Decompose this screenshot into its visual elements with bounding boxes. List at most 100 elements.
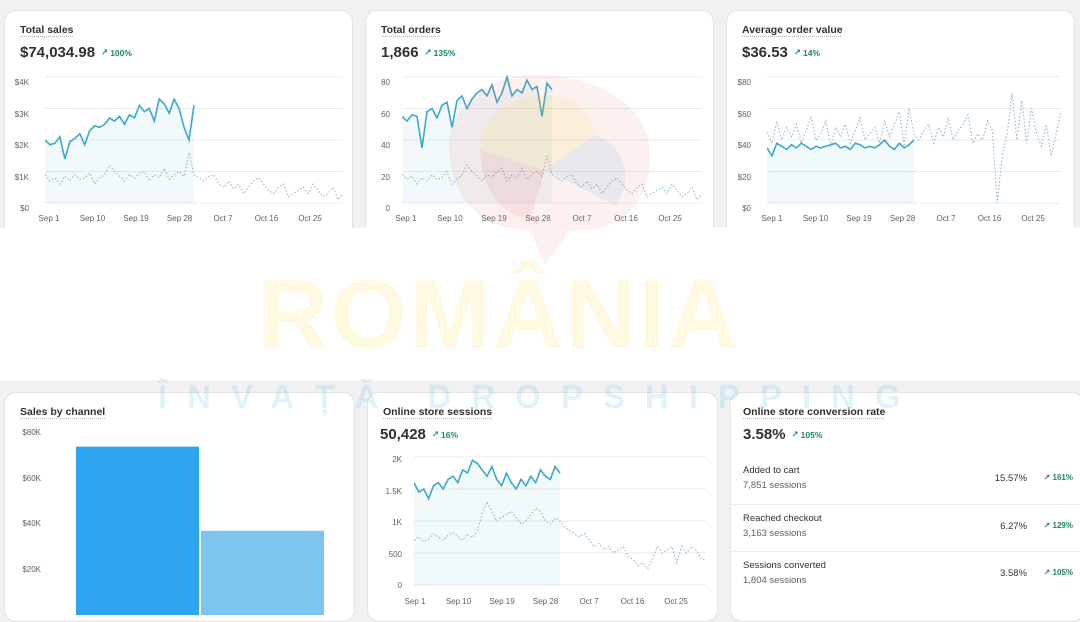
- x-tick-label: Oct 16: [614, 214, 638, 223]
- x-tick-label: Sep 19: [123, 214, 149, 223]
- y-tick-label: 0: [397, 581, 402, 590]
- y-tick-label: $80K: [22, 428, 41, 437]
- current-period-line: [767, 138, 915, 158]
- series-area: [414, 460, 560, 585]
- y-tick-label: $40: [737, 141, 751, 150]
- average-order-value-card[interactable]: Average order value $36.53 ↗ 14% $80 $60 $4…: [726, 10, 1075, 240]
- card-title[interactable]: Online store conversion rate: [743, 406, 886, 418]
- x-tick-label: Oct 7: [213, 214, 233, 223]
- x-tick-label: Oct 16: [254, 214, 279, 223]
- trend-percent: 14%: [803, 47, 821, 58]
- funnel-sessions: 1,804 sessions: [743, 575, 807, 586]
- card-title[interactable]: Total sales: [20, 24, 74, 36]
- x-tick-label: Oct 25: [658, 214, 682, 223]
- trend-up-arrow-icon: ↗: [793, 47, 802, 57]
- previous-period-line: [767, 92, 1061, 204]
- x-tick-label: Sep 28: [889, 214, 916, 223]
- metric-value: 1,866: [381, 44, 419, 61]
- trend-badge: ↗ 135%: [425, 47, 456, 58]
- x-tick-label: Sep 28: [525, 214, 551, 223]
- sales-by-channel-chart[interactable]: [51, 433, 351, 615]
- x-tick-label: Oct 25: [1021, 214, 1045, 223]
- metric-value: 50,428: [380, 426, 426, 443]
- y-tick-label: $60: [737, 109, 751, 119]
- x-tick-label: Sep 1: [404, 597, 426, 606]
- metric-row: $74,034.98 ↗ 100%: [20, 44, 132, 61]
- y-tick-label: 500: [388, 549, 402, 559]
- y-tick-label: 60: [381, 109, 390, 119]
- metric-value: $36.53: [742, 44, 788, 61]
- average-order-value-chart[interactable]: [767, 73, 1061, 207]
- current-period-line: [414, 458, 561, 501]
- x-tick-label: Sep 1: [38, 214, 60, 223]
- trend-up-arrow-icon: ↗: [791, 429, 799, 439]
- metric-row: $36.53 ↗ 14%: [742, 44, 820, 61]
- y-tick-label: 20: [381, 172, 390, 182]
- trend-badge: ↗ 16%: [432, 429, 458, 440]
- current-period-line: [45, 97, 195, 160]
- previous-period-line: [402, 155, 702, 201]
- funnel-trend: ↗ 129%: [1044, 521, 1073, 530]
- trend-badge: ↗ 105%: [792, 429, 823, 440]
- metric-row: 1,866 ↗ 135%: [381, 44, 455, 61]
- funnel-sessions: 3,163 sessions: [743, 528, 807, 539]
- x-tick-label: Sep 10: [445, 597, 472, 606]
- metric-row: 50,428 ↗ 16%: [380, 426, 458, 443]
- trend-up-arrow-icon: ↗: [424, 47, 432, 57]
- y-tick-label: $20: [737, 172, 751, 182]
- funnel-row-reached-checkout: Reached checkout 3,163 sessions 6.27% ↗ …: [731, 504, 1080, 552]
- trend-up-arrow-icon: ↗: [1043, 568, 1053, 577]
- x-tick-label: Sep 1: [395, 214, 417, 223]
- trend-up-arrow-icon: ↗: [431, 429, 440, 439]
- current-period-line: [402, 74, 553, 149]
- x-tick-label: Sep 28: [532, 597, 559, 606]
- x-tick-label: Sep 28: [166, 214, 193, 223]
- total-orders-card[interactable]: Total orders 1,866 ↗ 135% 80 60 40 20 0 Sep 1 S…: [365, 10, 714, 240]
- x-tick-label: Sep 10: [79, 214, 106, 223]
- y-tick-label: 1K: [392, 518, 402, 527]
- metric-value: $74,034.98: [20, 44, 96, 61]
- x-tick-label: Sep 19: [481, 214, 507, 223]
- series-area: [402, 77, 552, 203]
- card-title[interactable]: Sales by channel: [20, 406, 106, 418]
- funnel-trend-value: 161%: [1052, 473, 1073, 482]
- funnel-trend-value: 105%: [1052, 568, 1073, 577]
- y-tick-label: $3K: [14, 109, 29, 119]
- y-tick-label: $80: [737, 78, 751, 87]
- series-area: [45, 99, 194, 203]
- x-tick-label: Oct 16: [620, 597, 645, 606]
- funnel-row-added-to-cart: Added to cart 7,851 sessions 15.57% ↗ 16…: [731, 457, 1080, 504]
- total-sales-chart[interactable]: [45, 73, 343, 207]
- x-tick-label: Sep 1: [761, 214, 783, 223]
- funnel-label: Sessions converted: [743, 560, 826, 571]
- sales-by-channel-card[interactable]: Sales by channel $80K $60K $40K $20K: [4, 392, 355, 622]
- channel-bar-2: [201, 530, 324, 615]
- card-title[interactable]: Total orders: [381, 24, 441, 36]
- total-sales-card[interactable]: Total sales $74,034.98 ↗ 100% $4K $3K $2K $1…: [4, 10, 353, 240]
- series-area: [767, 140, 914, 203]
- y-tick-label: $60K: [22, 473, 41, 483]
- y-tick-label: 0: [385, 204, 390, 213]
- funnel-label: Added to cart: [743, 465, 800, 476]
- card-title[interactable]: Online store sessions: [383, 406, 493, 418]
- online-store-sessions-card[interactable]: Online store sessions 50,428 ↗ 16% 2K 1.5K…: [367, 392, 718, 622]
- x-tick-label: Sep 10: [802, 214, 829, 223]
- blank-band: [0, 228, 1080, 380]
- y-tick-label: 1.5K: [385, 486, 402, 496]
- y-tick-label: $2K: [14, 141, 29, 150]
- online-store-conversion-rate-card[interactable]: Online store conversion rate 3.58% ↗ 105%…: [730, 392, 1080, 622]
- metric-row: 3.58% ↗ 105%: [743, 426, 822, 443]
- y-tick-label: $20K: [22, 564, 41, 574]
- funnel-label: Reached checkout: [743, 513, 822, 524]
- online-store-sessions-chart[interactable]: [414, 453, 706, 589]
- card-title[interactable]: Average order value: [742, 24, 843, 36]
- total-orders-chart[interactable]: [402, 73, 702, 207]
- funnel-row-sessions-converted: Sessions converted 1,804 sessions 3.58% …: [731, 551, 1080, 599]
- y-tick-label: $4K: [14, 78, 29, 87]
- trend-percent: 135%: [433, 47, 456, 58]
- funnel-percent: 15.57%: [994, 473, 1027, 484]
- x-tick-label: Oct 16: [977, 214, 1002, 223]
- y-tick-label: $0: [20, 204, 29, 213]
- x-tick-label: Oct 25: [298, 214, 322, 223]
- previous-period-line: [414, 500, 706, 571]
